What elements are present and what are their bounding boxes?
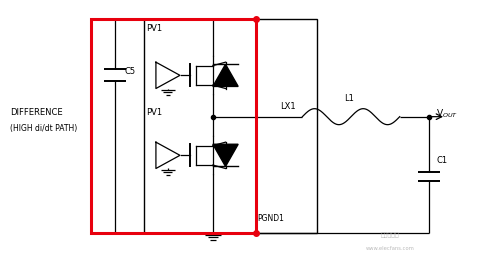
Text: LX1: LX1 bbox=[281, 102, 296, 111]
Polygon shape bbox=[213, 64, 238, 87]
Text: 电子发烧友: 电子发烧友 bbox=[381, 233, 399, 238]
Bar bbox=[91, 19, 256, 233]
Bar bbox=[144, 19, 317, 233]
Text: V$_{OUT}$: V$_{OUT}$ bbox=[436, 108, 458, 120]
Text: L1: L1 bbox=[344, 94, 354, 103]
Text: (HIGH di/dt PATH): (HIGH di/dt PATH) bbox=[10, 124, 78, 133]
Text: www.elecfans.com: www.elecfans.com bbox=[366, 246, 414, 251]
Polygon shape bbox=[213, 144, 238, 166]
Text: PGND1: PGND1 bbox=[258, 214, 285, 223]
Text: PV1: PV1 bbox=[146, 24, 162, 33]
Text: PV1: PV1 bbox=[146, 108, 162, 117]
Text: C1: C1 bbox=[436, 156, 447, 165]
Text: C5: C5 bbox=[125, 67, 136, 76]
Text: DIFFERENCE: DIFFERENCE bbox=[10, 108, 63, 117]
